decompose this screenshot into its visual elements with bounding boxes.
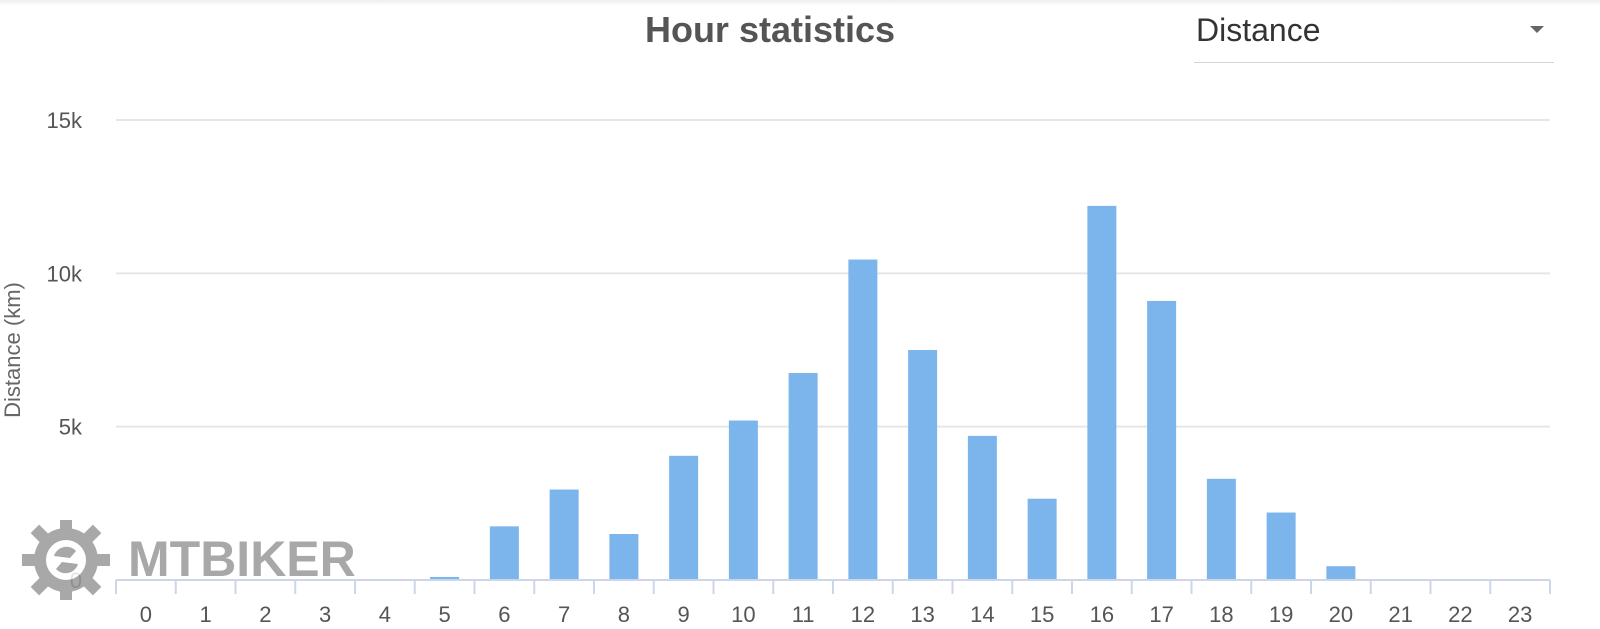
bar-hour-12[interactable]	[848, 259, 878, 580]
bar-hour-15[interactable]	[1027, 498, 1057, 580]
x-tick-label: 5	[439, 602, 451, 627]
x-tick-label: 12	[851, 602, 875, 627]
x-tick-label: 1	[200, 602, 212, 627]
x-tick-label: 20	[1329, 602, 1353, 627]
watermark: MTBIKER	[22, 520, 356, 600]
x-tick-label: 3	[319, 602, 331, 627]
metric-select-value: Distance	[1196, 12, 1321, 48]
bar-hour-7[interactable]	[549, 489, 579, 580]
y-tick-label: 15k	[47, 108, 83, 133]
x-tick-label: 13	[910, 602, 934, 627]
bar-hour-16[interactable]	[1087, 205, 1117, 580]
x-tick-label: 21	[1388, 602, 1412, 627]
bar-hour-20[interactable]	[1326, 566, 1356, 580]
y-axis-title: Distance (km)	[0, 282, 25, 418]
bar-hour-10[interactable]	[728, 420, 758, 580]
x-tick-label: 9	[678, 602, 690, 627]
x-tick-label: 6	[498, 602, 510, 627]
watermark-text: MTBIKER	[128, 531, 356, 587]
gear-logo-icon	[22, 520, 110, 600]
bar-hour-9[interactable]	[669, 455, 699, 580]
bar-hour-18[interactable]	[1206, 478, 1236, 580]
y-tick-label: 5k	[59, 415, 83, 440]
metric-select[interactable]: Distance	[1194, 6, 1554, 63]
x-tick-label: 19	[1269, 602, 1293, 627]
x-tick-label: 14	[970, 602, 994, 627]
x-tick-label: 10	[731, 602, 755, 627]
chevron-down-icon[interactable]	[1530, 26, 1544, 33]
x-tick-label: 8	[618, 602, 630, 627]
chart-title: Hour statistics	[644, 9, 896, 50]
x-tick-label: 15	[1030, 602, 1054, 627]
x-tick-label: 18	[1209, 602, 1233, 627]
y-tick-label: 10k	[47, 261, 83, 286]
x-tick-label: 0	[140, 602, 152, 627]
x-tick-label: 17	[1149, 602, 1173, 627]
x-tick-label: 2	[259, 602, 271, 627]
bar-hour-14[interactable]	[967, 435, 997, 580]
grid-lines	[116, 119, 1550, 428]
x-tick-label: 16	[1090, 602, 1114, 627]
bar-hour-6[interactable]	[489, 526, 519, 580]
x-axis-ticks: 0 1 2 3 4 5 6 7 8 9 10 11 12 13 14 15 16 17 18 19 20 21 22 23	[140, 602, 1533, 627]
bar-hour-5[interactable]	[430, 576, 460, 580]
x-tick-label: 22	[1448, 602, 1472, 627]
x-tick-label: 4	[379, 602, 391, 627]
bars	[430, 205, 1356, 580]
bar-hour-11[interactable]	[788, 373, 818, 580]
x-tick-label: 23	[1508, 602, 1532, 627]
bar-hour-8[interactable]	[609, 534, 639, 580]
x-tick-label: 11	[792, 602, 815, 627]
bar-hour-19[interactable]	[1266, 512, 1296, 580]
bar-hour-17[interactable]	[1147, 300, 1177, 580]
bar-hour-13[interactable]	[908, 350, 938, 580]
x-tick-label: 7	[558, 602, 570, 627]
top-edge-strip	[0, 0, 1600, 6]
x-axis	[115, 579, 1551, 594]
